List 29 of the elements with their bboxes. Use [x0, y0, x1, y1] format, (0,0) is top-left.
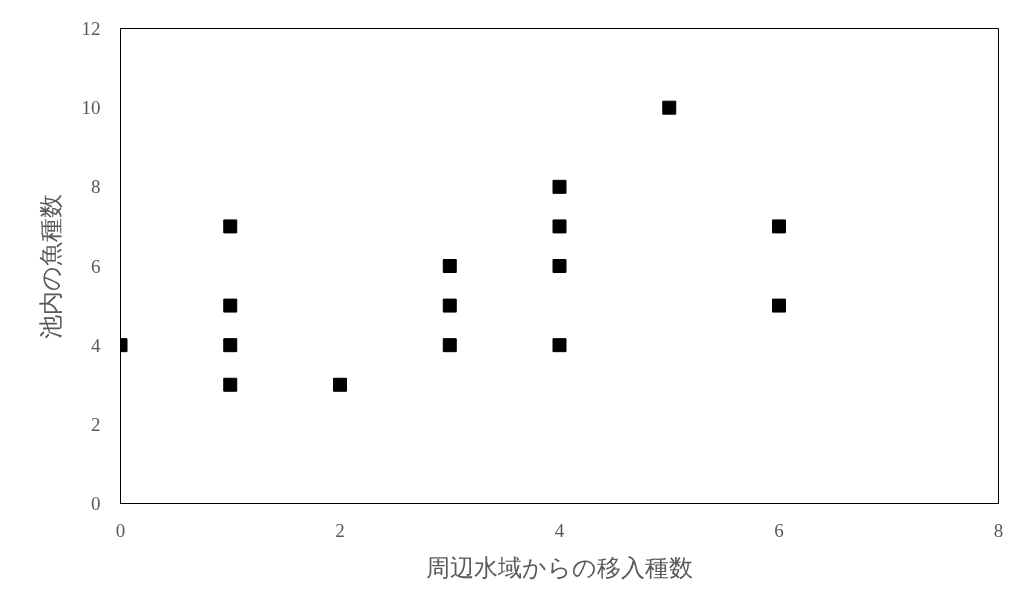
x-axis-title: 周辺水域からの移入種数 [426, 553, 693, 582]
point [442, 259, 457, 273]
y-tick-label: 8 [91, 176, 101, 198]
x-tick-label: 8 [993, 519, 1004, 541]
point [223, 219, 238, 234]
point [223, 298, 238, 313]
y-tick-label: 0 [91, 493, 101, 514]
x-tick-label: 0 [115, 519, 126, 541]
y-tick-label: 2 [91, 413, 101, 435]
point [333, 377, 347, 392]
point [552, 219, 567, 234]
point [552, 338, 567, 353]
point [223, 338, 238, 353]
point [772, 219, 786, 234]
point [552, 259, 567, 273]
point [442, 298, 457, 313]
x-tick-label: 2 [335, 519, 345, 541]
x-tick-label: 4 [554, 519, 565, 541]
point [552, 179, 567, 194]
x-tick-label: 6 [774, 519, 784, 541]
point [662, 100, 677, 115]
point [223, 377, 238, 392]
point [772, 298, 786, 313]
y-tick-label: 4 [91, 334, 101, 356]
point [442, 338, 457, 353]
y-tick-label: 10 [81, 97, 101, 119]
y-tick-label: 6 [91, 255, 101, 277]
y-axis-title: 池内の魚種数 [36, 193, 65, 339]
y-tick-label: 12 [81, 18, 101, 39]
